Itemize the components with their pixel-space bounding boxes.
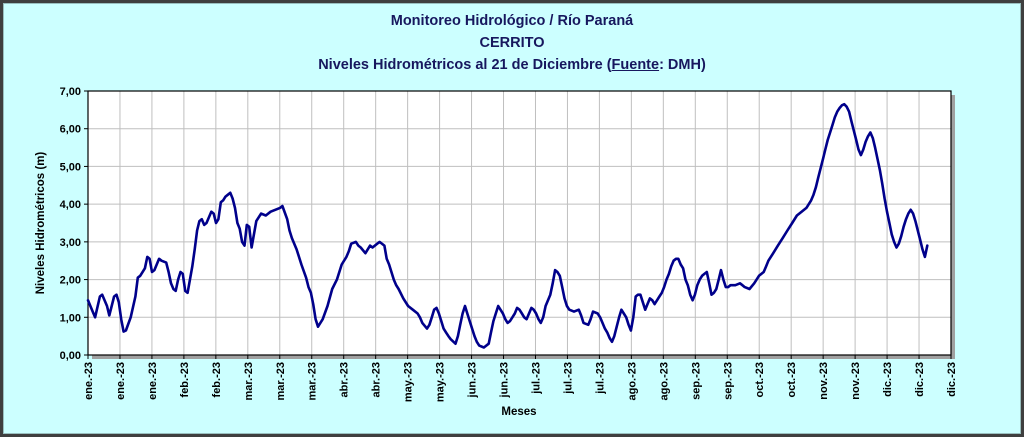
x-tick-label: abr.-23 xyxy=(339,362,351,397)
x-tick-label: mar.-23 xyxy=(243,362,255,401)
x-tick-label: dic.-23 xyxy=(882,362,894,397)
x-tick-label: may.-23 xyxy=(403,362,415,402)
y-tick-label: 0,00 xyxy=(60,350,81,362)
y-tick-label: 7,00 xyxy=(60,86,81,98)
x-tick-label: sep.-23 xyxy=(722,362,734,400)
x-tick-label: dic.-23 xyxy=(946,362,958,397)
x-tick-label: nov.-23 xyxy=(818,362,830,400)
y-tick-label: 1,00 xyxy=(60,312,81,324)
plot-svg: 0,00 1,00 2,00 3,00 4,00 5,00 6,00 7,00 ene.-23 e… xyxy=(60,86,958,402)
x-tick-label: may.-23 xyxy=(435,362,447,402)
x-tick-label: feb.-23 xyxy=(211,362,223,397)
x-tick-label: dic.-23 xyxy=(914,362,926,397)
x-tick-label: sep.-23 xyxy=(690,362,702,400)
subtitle-post: : DMH) xyxy=(659,57,706,73)
x-tick-label: jun.-23 xyxy=(467,362,479,398)
x-tick-label: mar.-23 xyxy=(307,362,319,401)
x-tick-label: ene.-23 xyxy=(147,362,159,400)
y-axis-title: Niveles Hidrométricos (m) xyxy=(35,151,47,295)
y-tick-label: 5,00 xyxy=(60,161,81,173)
x-tick-label: oct.-23 xyxy=(754,362,766,397)
x-tick-label: oct.-23 xyxy=(786,362,798,397)
plot-border xyxy=(87,90,952,356)
x-tick-label: jul.-23 xyxy=(594,362,606,395)
y-tick-label: 2,00 xyxy=(60,275,81,287)
y-tick-label: 3,00 xyxy=(60,237,81,249)
chart-title-line-1: Monitoreo Hidrológico / Río Paraná xyxy=(390,13,634,29)
chart-title-line-3: Niveles Hidrométricos al 21 de Diciembre… xyxy=(3,54,1021,76)
x-tick-label: ene.-23 xyxy=(115,362,127,400)
x-axis-title: Meses xyxy=(501,406,537,418)
x-tick-label: abr.-23 xyxy=(371,362,383,397)
x-tick-label: ago.-23 xyxy=(626,362,638,401)
chart-title-block: Monitoreo Hidrológico / Río Paraná CERRI… xyxy=(3,10,1021,76)
x-tick-label: jun.-23 xyxy=(499,362,511,398)
x-tick-label: nov.-23 xyxy=(850,362,862,400)
x-tick-label: jul.-23 xyxy=(562,362,574,395)
x-tick-label: jul.-23 xyxy=(530,362,542,395)
x-tick-label: ago.-23 xyxy=(658,362,670,401)
fuente-underline: Fuente xyxy=(611,57,660,73)
nivel-line-series xyxy=(86,102,929,349)
chart-title-line-2: CERRITO xyxy=(479,35,545,51)
x-tick-label: ene.-23 xyxy=(83,362,95,400)
y-tick-label: 6,00 xyxy=(60,124,81,136)
y-tick-label: 4,00 xyxy=(60,199,81,211)
x-tick-label: feb.-23 xyxy=(179,362,191,397)
x-tick-label: mar.-23 xyxy=(275,362,287,401)
subtitle-pre: Niveles Hidrométricos al 21 de Diciembre… xyxy=(318,57,612,73)
